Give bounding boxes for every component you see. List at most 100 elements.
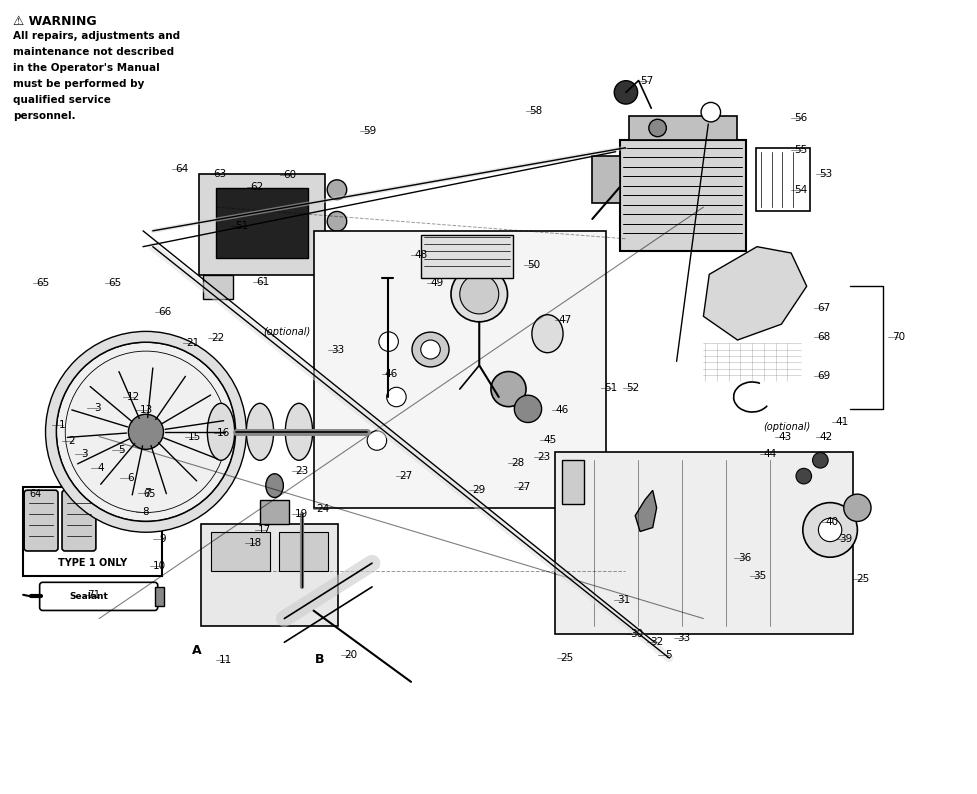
Bar (279, 531, 328, 571)
Text: 6: 6 (127, 472, 134, 483)
Text: 40: 40 (825, 517, 837, 527)
Text: 48: 48 (413, 249, 427, 260)
Text: (optional): (optional) (763, 422, 810, 432)
Text: All repairs, adjustments and: All repairs, adjustments and (13, 31, 180, 41)
Circle shape (812, 453, 828, 468)
Ellipse shape (531, 314, 563, 353)
Text: 3: 3 (81, 449, 88, 459)
Text: Sealant: Sealant (69, 592, 107, 601)
Text: (optional): (optional) (264, 327, 311, 337)
Text: 46: 46 (555, 405, 569, 414)
Circle shape (366, 431, 386, 450)
Text: 27: 27 (517, 482, 531, 492)
Text: 12: 12 (127, 392, 140, 402)
Text: 63: 63 (213, 169, 227, 179)
Bar (314, 231, 606, 508)
Text: 57: 57 (640, 75, 653, 86)
Text: maintenance not described: maintenance not described (13, 47, 174, 57)
Text: 3: 3 (94, 403, 101, 413)
Text: 25: 25 (856, 574, 869, 584)
Text: qualified service: qualified service (13, 95, 110, 105)
Bar (211, 531, 270, 571)
Text: 43: 43 (778, 432, 791, 441)
Text: 2: 2 (68, 436, 75, 445)
Ellipse shape (459, 275, 498, 314)
Text: A: A (191, 644, 201, 657)
Text: 20: 20 (344, 650, 357, 660)
Text: 55: 55 (793, 145, 807, 155)
Ellipse shape (411, 332, 448, 367)
Text: 29: 29 (472, 484, 486, 495)
Text: personnel.: personnel. (13, 111, 75, 121)
Text: 66: 66 (157, 307, 171, 318)
Text: 16: 16 (217, 429, 231, 438)
Circle shape (128, 414, 163, 449)
Circle shape (843, 494, 871, 522)
Circle shape (329, 328, 360, 359)
Circle shape (57, 342, 235, 522)
Text: 7: 7 (145, 488, 151, 498)
Text: 54: 54 (793, 185, 807, 195)
Text: 9: 9 (159, 534, 166, 545)
Circle shape (514, 395, 541, 422)
Text: 51: 51 (604, 383, 616, 392)
Text: 33: 33 (331, 345, 344, 355)
Text: 36: 36 (737, 553, 750, 563)
Circle shape (490, 372, 526, 407)
Text: in the Operator's Manual: in the Operator's Manual (13, 64, 159, 73)
Text: 70: 70 (891, 332, 904, 342)
Text: 33: 33 (677, 633, 690, 642)
Text: 23: 23 (536, 452, 550, 462)
Text: 42: 42 (819, 432, 832, 441)
Text: 31: 31 (616, 595, 629, 604)
Text: 5: 5 (664, 650, 671, 660)
Ellipse shape (319, 403, 347, 461)
Text: 56: 56 (793, 114, 807, 124)
Text: 8: 8 (143, 507, 149, 517)
Ellipse shape (648, 119, 665, 137)
Text: 18: 18 (248, 538, 262, 549)
Ellipse shape (327, 243, 347, 263)
Text: 17: 17 (258, 525, 272, 535)
Text: 51: 51 (234, 221, 248, 231)
Ellipse shape (327, 211, 347, 231)
FancyBboxPatch shape (62, 490, 96, 551)
Text: B: B (315, 653, 323, 666)
Text: must be performed by: must be performed by (13, 79, 144, 89)
Text: 59: 59 (363, 126, 376, 136)
Text: 39: 39 (838, 534, 851, 545)
Text: 68: 68 (817, 332, 830, 342)
Text: 69: 69 (817, 372, 830, 381)
Text: 30: 30 (630, 630, 643, 639)
Bar (216, 188, 308, 258)
Text: 5: 5 (118, 445, 125, 455)
Ellipse shape (420, 340, 440, 359)
Text: 71: 71 (87, 590, 100, 599)
Bar (198, 174, 325, 276)
Text: 64: 64 (175, 164, 189, 174)
Polygon shape (702, 247, 806, 340)
Text: 15: 15 (188, 432, 201, 441)
Bar (420, 235, 513, 279)
Bar (755, 148, 809, 211)
Bar (562, 461, 583, 504)
Text: 67: 67 (817, 303, 830, 314)
Text: 25: 25 (560, 653, 573, 663)
Text: 45: 45 (543, 435, 557, 445)
Text: 64: 64 (29, 489, 41, 499)
Text: 11: 11 (219, 656, 233, 665)
Text: 44: 44 (762, 449, 776, 459)
Text: 65: 65 (36, 278, 49, 288)
Text: 60: 60 (283, 170, 296, 179)
Circle shape (614, 81, 637, 104)
Text: 21: 21 (186, 338, 199, 349)
Bar (203, 276, 233, 299)
Text: 13: 13 (139, 405, 152, 414)
Text: 22: 22 (211, 333, 225, 343)
FancyBboxPatch shape (24, 490, 58, 551)
Text: 24: 24 (317, 504, 329, 515)
Ellipse shape (450, 267, 507, 322)
Text: 50: 50 (527, 260, 540, 270)
Text: 35: 35 (752, 571, 766, 581)
Circle shape (795, 468, 811, 484)
